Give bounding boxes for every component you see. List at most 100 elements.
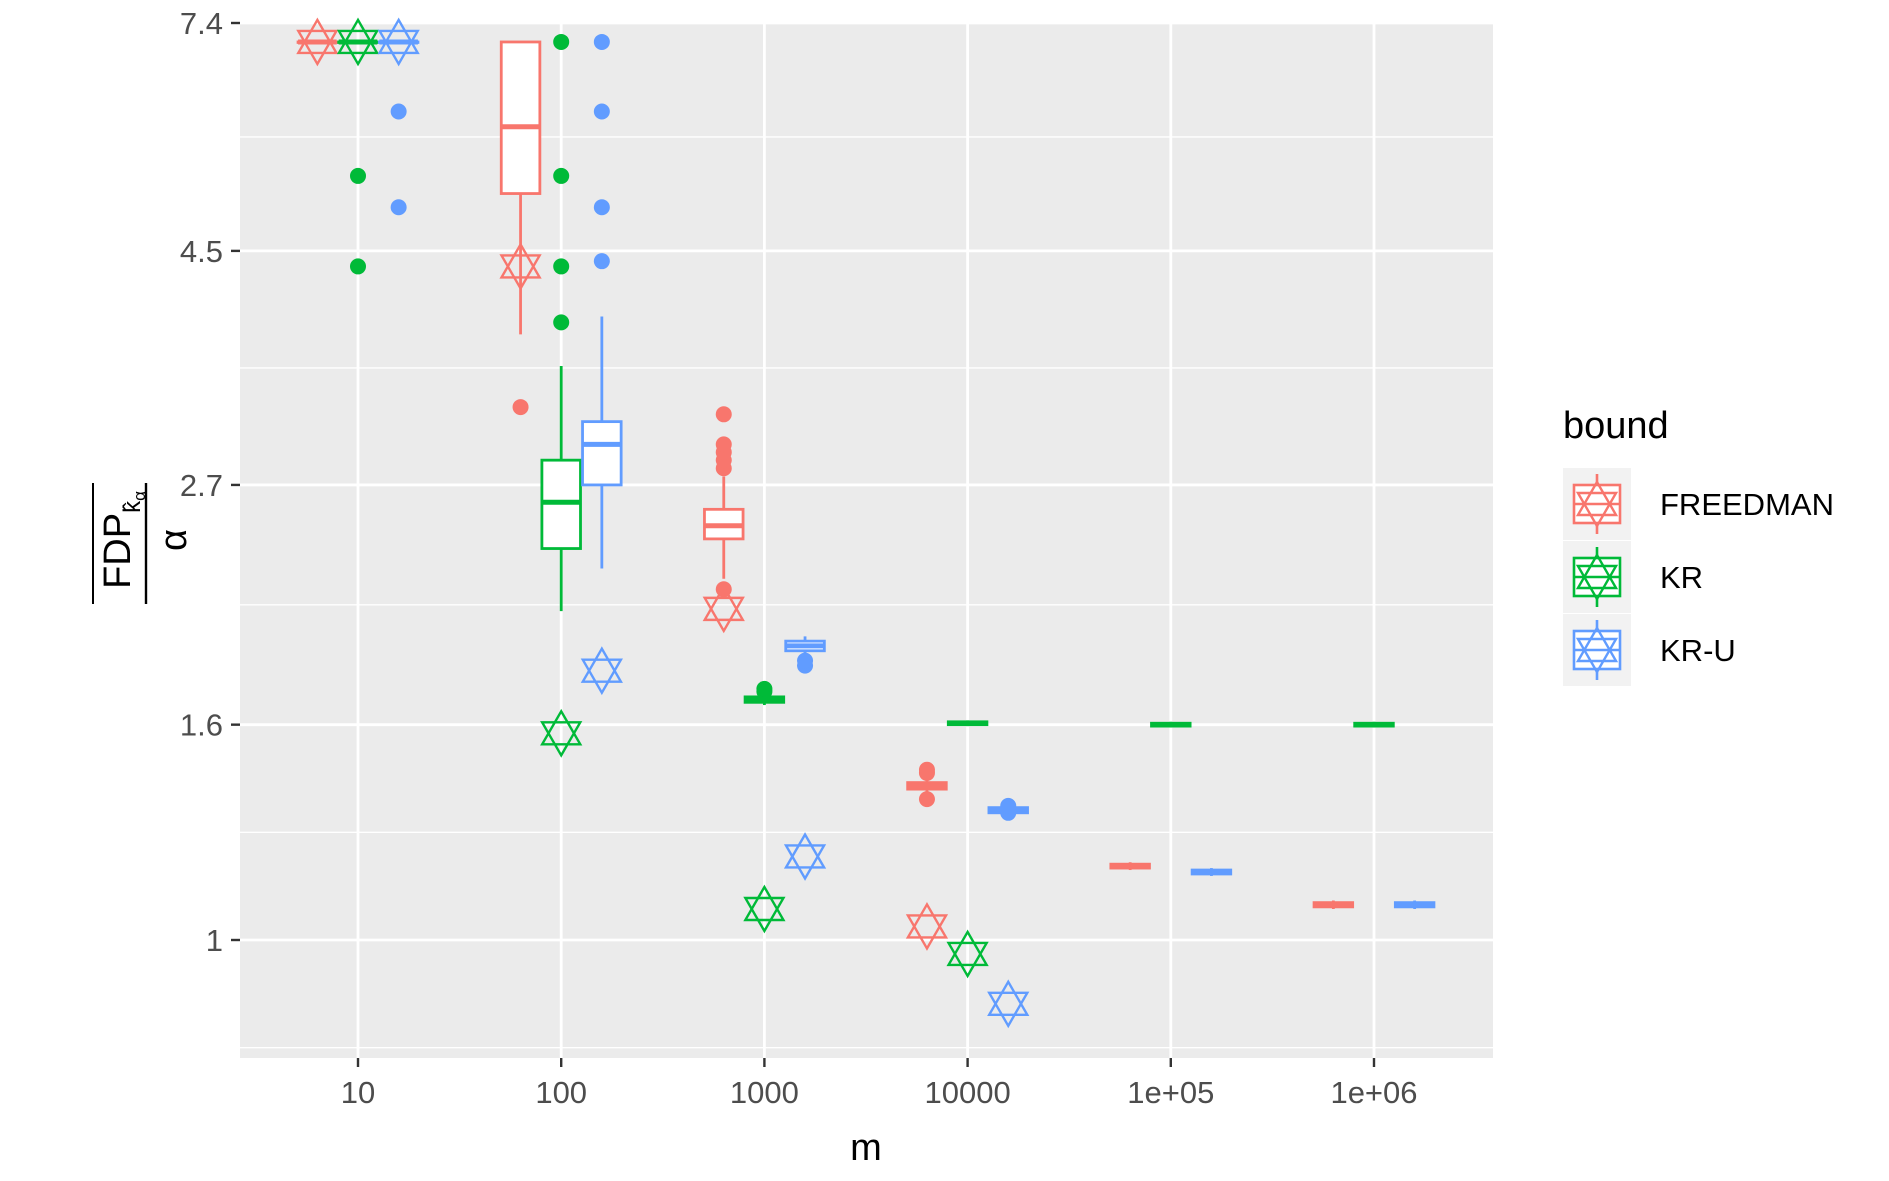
star-marker [377,17,420,67]
legend-key-star [1575,552,1619,602]
legend-item-kr-u: KR-U [1563,614,1736,686]
star-triangle-down [905,914,949,951]
star-triangle-up [336,17,380,55]
boxplot-freedman-m100000 [1109,862,1151,871]
axes: 1 1.6 2.7 4.5 7.4 10 100 1000 10000 1e+05 1e+06 [180,6,1418,1110]
y-tick-label: 1.6 [180,708,223,743]
boxplot-freedman-m10 [296,17,339,67]
x-tick-label: 10 [341,1075,375,1110]
y-tick-label: 2.7 [180,468,223,503]
boxplot-kr-u-m10000 [987,797,1030,1029]
outlier-point [553,33,570,50]
outlier-point [390,103,407,120]
star-marker [743,884,786,934]
star-marker [783,832,827,881]
y-tick-label: 1 [206,923,223,958]
legend-item-kr: KR [1563,541,1703,613]
star-triangle-down [296,29,339,67]
x-tick-label: 1e+05 [1127,1075,1214,1110]
outlier-point [553,314,570,331]
star-triangle-down [1575,637,1619,675]
legend: FREEDMAN KR KR-U [1563,468,1834,686]
star-triangle-up [783,832,827,869]
star-marker [905,902,949,951]
star-triangle-down [377,29,420,67]
star-triangle-down [1575,564,1619,602]
boxplot-freedman-m1000 [702,406,745,634]
boxplot-kr-m10000 [946,720,989,979]
star-triangle-up [540,708,583,746]
star-triangle-up [1575,552,1619,590]
outlier-point [715,436,732,453]
star-marker [946,929,989,979]
star-marker [499,242,542,291]
star-marker [296,17,339,67]
boxplot-kr-m10 [336,17,380,275]
legend-title: bound [1563,405,1669,447]
x-tick-label: 1e+06 [1330,1075,1417,1110]
star-triangle-down [946,941,989,979]
star-triangle-up [743,884,786,922]
y-axis-title-denominator: α [153,529,195,551]
star-marker [336,17,380,67]
outlier-point [553,258,570,275]
y-axis-subsubscript: α [130,491,149,501]
star-triangle-up [377,17,420,55]
boxplot-kr-m1000000 [1353,721,1395,728]
star-triangle-up [1575,479,1619,517]
x-tick-label: 100 [535,1075,587,1110]
outlier-point [512,399,529,416]
boxplot-freedman-m10000 [905,761,949,951]
boxplot-kr-u-m10 [377,17,420,216]
outlier-point [593,253,610,270]
outlier-point [1000,797,1017,814]
star-triangle-down [580,658,623,696]
star-triangle-up [905,902,949,939]
boxplot-kr-m100 [540,33,583,758]
boxplot-kr-u-m100 [580,33,623,696]
outlier-point [390,199,407,216]
star-triangle-up [580,646,623,683]
outlier-point [553,167,570,184]
star-triangle-down [783,844,827,881]
star-triangle-down [336,29,380,67]
legend-label: FREEDMAN [1660,487,1834,522]
boxplot-kr-u-m100000 [1190,868,1233,876]
boxplot-kr-u-m1000000 [1393,900,1436,910]
outlier-point [756,680,773,697]
star-triangle-down [702,596,745,634]
star-triangle-down [499,254,542,291]
y-axis-subscript: k̂ [119,500,146,513]
y-tick-label: 7.4 [180,6,223,41]
boxplot-freedman-m100 [499,40,542,416]
star-triangle-down [540,721,583,758]
star-triangle-up [499,242,542,279]
chart-marks [296,17,1436,1029]
outlier-point [350,258,366,275]
star-triangle-up [296,17,339,55]
legend-item-freedman: FREEDMAN [1563,468,1834,540]
x-tick-label: 1000 [730,1075,799,1110]
box [581,420,623,487]
box [499,40,542,195]
panel-background [240,22,1493,1058]
y-axis-title: FDPk̂α α [92,483,195,604]
star-marker [580,646,623,696]
legend-key-star [1575,479,1619,529]
star-triangle-up [1575,625,1619,663]
outlier-point [918,791,935,808]
outlier-point [918,761,935,778]
outlier-point [593,199,610,216]
legend-key-star [1575,625,1619,675]
boxplot-kr-u-m1000 [783,636,827,881]
legend-label: KR [1660,560,1703,595]
star-triangle-down [987,991,1030,1029]
boxplot-kr-m1000 [743,680,786,934]
star-marker [987,979,1030,1029]
y-axis-title-numerator: FDPk̂α [97,491,149,589]
y-axis-fdp: FDP [97,513,139,589]
legend-label: KR-U [1660,633,1736,668]
star-marker [702,584,745,634]
outlier-point [715,406,732,423]
